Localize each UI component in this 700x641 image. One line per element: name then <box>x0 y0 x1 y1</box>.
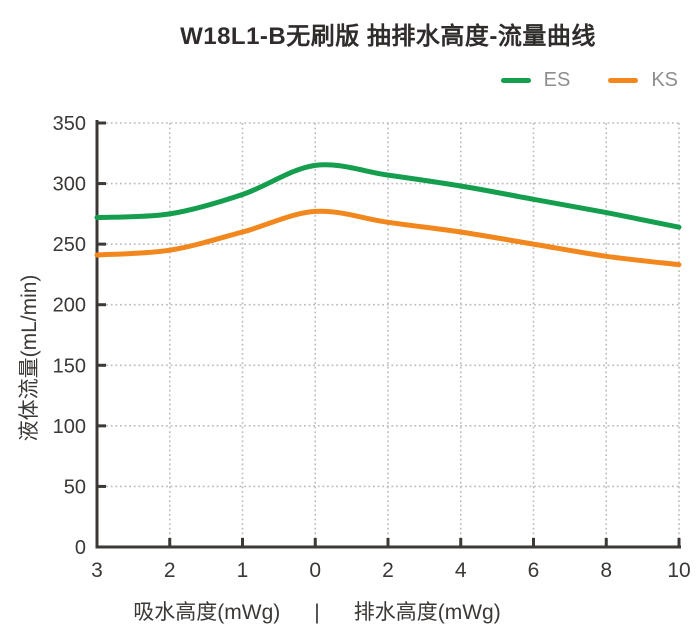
y-tick-label: 250 <box>53 234 86 256</box>
x-axis-title: 吸水高度(mWg) | 排水高度(mWg) <box>133 596 500 626</box>
series-line-es <box>94 162 682 230</box>
legend: ES KS <box>500 69 678 91</box>
legend-item-ks: KS <box>608 69 678 91</box>
y-tick-label: 0 <box>75 537 86 559</box>
y-tick-label: 100 <box>53 416 86 438</box>
legend-item-es: ES <box>500 69 571 91</box>
series-line-ks <box>94 208 682 268</box>
x-tick-label: 3 <box>91 559 103 582</box>
y-tick-label: 50 <box>64 476 86 498</box>
ks-line-swatch-icon <box>608 77 639 83</box>
x-tick-label: 6 <box>528 559 540 582</box>
x-axis-title-suction: 吸水高度(mWg) <box>133 601 281 624</box>
y-tick-label: 350 <box>53 113 86 135</box>
es-line-swatch-icon <box>500 77 531 83</box>
x-axis-title-separator: | <box>314 601 320 624</box>
x-tick-label: 10 <box>667 559 690 582</box>
x-tick-label: 8 <box>600 559 612 582</box>
x-axis-title-discharge: 排水高度(mWg) <box>353 601 501 624</box>
legend-label-ks: KS <box>651 69 678 91</box>
legend-label-es: ES <box>543 69 571 91</box>
y-tick-label: 150 <box>53 355 86 377</box>
y-axis-title: 液体流量(mL/min) <box>18 274 41 442</box>
x-tick-label: 1 <box>237 559 249 582</box>
x-tick-label: 0 <box>309 559 321 582</box>
y-tick-label: 300 <box>53 174 86 196</box>
x-tick-label: 2 <box>382 559 394 582</box>
x-tick-label: 2 <box>164 559 176 582</box>
chart-title: W18L1-B无刷版 抽排水高度-流量曲线 <box>180 23 596 50</box>
x-tick-label: 4 <box>455 559 467 582</box>
y-tick-label: 200 <box>53 295 86 317</box>
